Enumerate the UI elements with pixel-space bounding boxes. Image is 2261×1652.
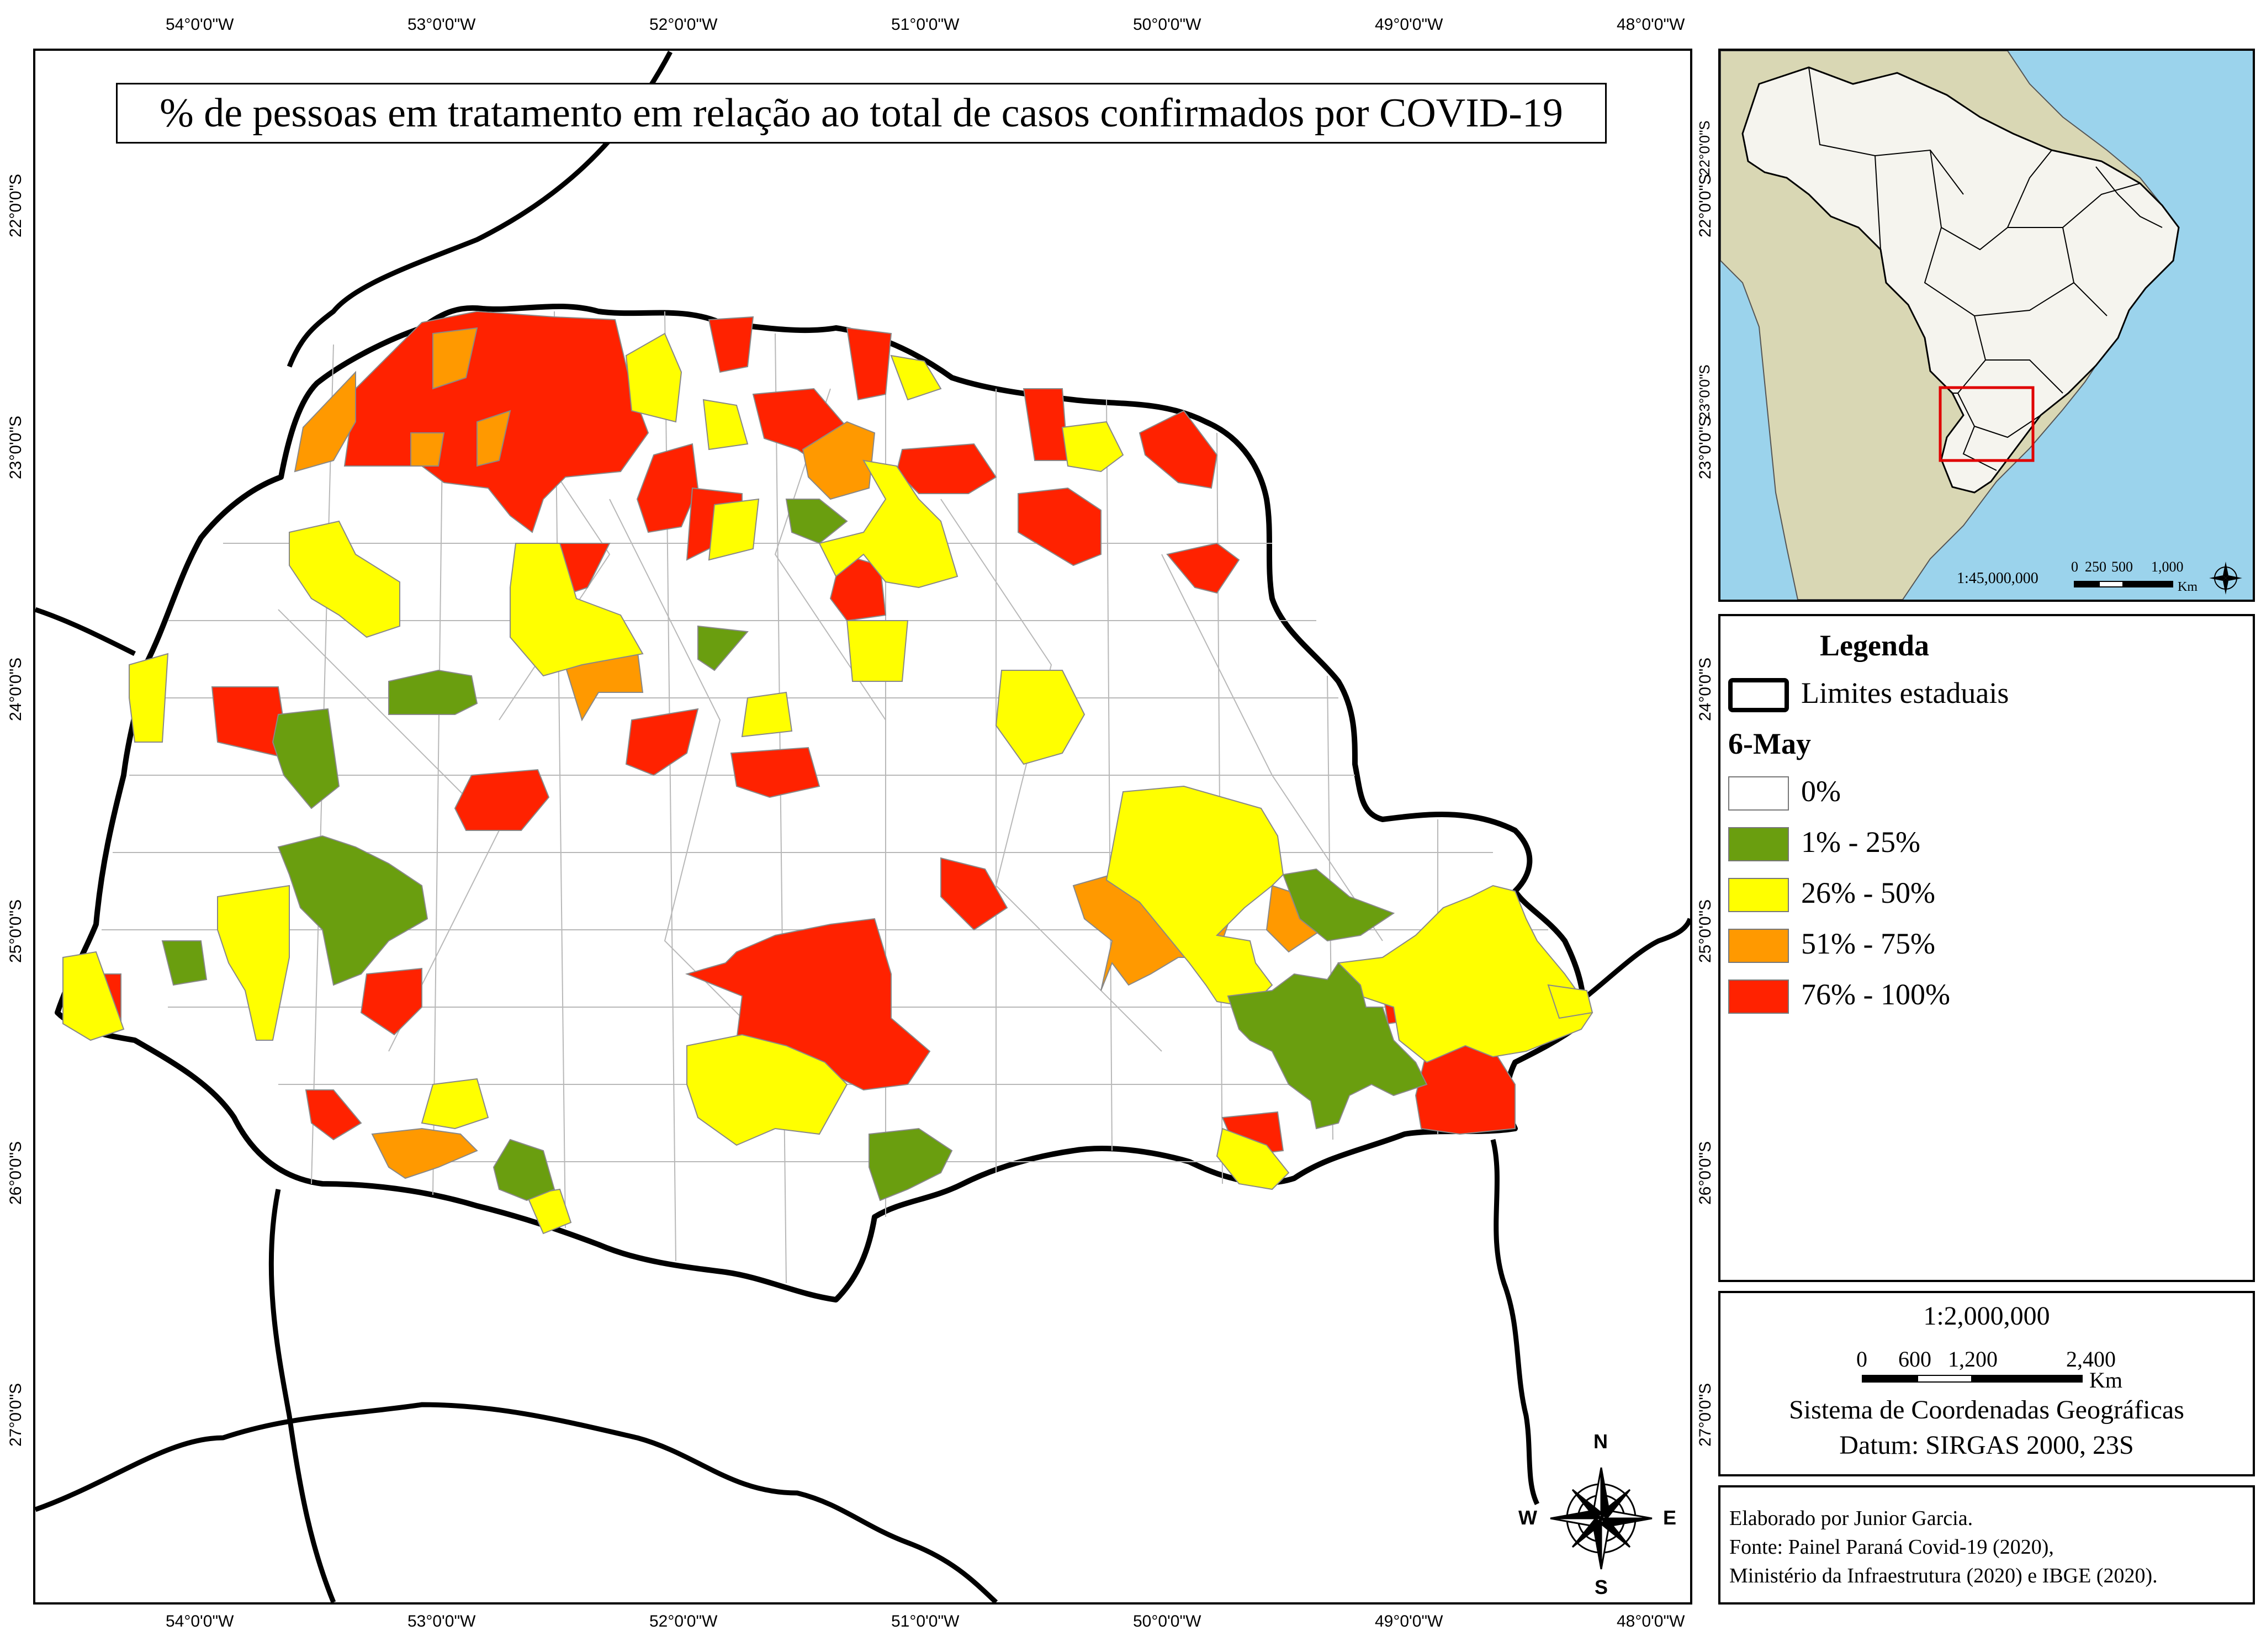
- lon-tick-top-7: 48°0'0"W: [1617, 15, 1685, 34]
- inset-scale-label-500: 500: [2111, 559, 2133, 575]
- scale-bar-label-1200: 1,200: [1948, 1347, 1998, 1372]
- legend-class-label-0: 0%: [1801, 775, 1841, 808]
- credits-box: Elaborado por Junior Garcia. Fonte: Pain…: [1718, 1485, 2255, 1605]
- east-label: E: [1663, 1506, 1677, 1529]
- credit-line2: Fonte: Painel Paraná Covid-19 (2020),: [1729, 1535, 2054, 1559]
- lat-tick-right-5: 26°0'0"S: [1696, 1141, 1714, 1205]
- municipality-patches: [62, 310, 1593, 1235]
- legend-title: Legenda: [1820, 629, 1930, 662]
- inset-scale-label-0: 0: [2071, 559, 2078, 575]
- south-label: S: [1595, 1576, 1608, 1598]
- lat-tick-left-5: 26°0'0"S: [7, 1141, 25, 1205]
- lon-tick-bottom-5: 50°0'0"W: [1133, 1612, 1201, 1630]
- inset-lat-tick-1: 22°0'0"S: [1696, 120, 1713, 176]
- west-label: W: [1518, 1506, 1537, 1529]
- inset-compass-icon: [2209, 562, 2242, 595]
- parana-locator-box: [1939, 386, 2035, 462]
- legend-class-label-2: 26% - 50%: [1801, 876, 1935, 909]
- lon-tick-bottom-6: 49°0'0"W: [1375, 1612, 1443, 1630]
- lat-tick-left-1: 22°0'0"S: [7, 173, 25, 237]
- lon-tick-top-5: 50°0'0"W: [1133, 15, 1201, 34]
- crs-line2: Datum: SIRGAS 2000, 23S: [1839, 1431, 2134, 1460]
- lon-tick-top-3: 52°0'0"W: [649, 15, 718, 34]
- inset-scale-label-250: 250: [2085, 559, 2106, 575]
- lat-tick-right-2: 23°0'0"S: [1696, 415, 1714, 479]
- legend-swatch-2: [1728, 878, 1789, 912]
- credit-line3: Ministério da Infraestrutura (2020) e IB…: [1729, 1564, 2158, 1587]
- legend-class-label-1: 1% - 25%: [1801, 825, 1920, 859]
- lat-tick-right-3: 24°0'0"S: [1696, 657, 1714, 721]
- inset-scale-unit: Km: [2178, 580, 2198, 594]
- map-title: % de pessoas em tratamento em relação ao…: [116, 83, 1607, 144]
- scale-bar-label-0: 0: [1856, 1347, 1867, 1372]
- north-label: N: [1593, 1430, 1608, 1453]
- main-map: [35, 51, 1690, 1602]
- lon-tick-bottom-7: 48°0'0"W: [1617, 1612, 1685, 1630]
- legend-boundary-swatch: [1728, 678, 1789, 712]
- lon-tick-bottom-2: 53°0'0"W: [407, 1612, 476, 1630]
- inset-map: [1720, 51, 2180, 600]
- lon-tick-top-1: 54°0'0"W: [166, 15, 234, 34]
- scale-box: 1:2,000,000 0 600 1,200 2,400 Km Sistema…: [1718, 1291, 2255, 1476]
- inset-map-frame: 1:45,000,000 0 250 500 1,000 Km: [1718, 49, 2255, 602]
- legend-date-label: 6-May: [1728, 727, 1811, 760]
- inset-scale-text: 1:45,000,000: [1957, 570, 2038, 587]
- legend-box: Legenda Limites estaduais 6-May 0% 1% - …: [1718, 614, 2255, 1282]
- lon-tick-bottom-4: 51°0'0"W: [891, 1612, 960, 1630]
- lat-tick-right-4: 25°0'0"S: [1696, 899, 1714, 963]
- scale-bar: [1862, 1375, 2083, 1384]
- boundary-west-upper: [35, 607, 136, 656]
- inset-scale-label-1000: 1,000: [2151, 559, 2184, 575]
- scale-ratio: 1:2,000,000: [1923, 1301, 2050, 1331]
- inset-scale-bar: [2074, 581, 2173, 589]
- legend-swatch-1: [1728, 827, 1789, 861]
- north-arrow: N S E W: [1518, 1430, 1678, 1601]
- compass-rose-icon: [1550, 1467, 1653, 1570]
- lat-tick-left-6: 27°0'0"S: [7, 1383, 25, 1447]
- crs-line1: Sistema de Coordenadas Geográficas: [1789, 1395, 2184, 1425]
- lon-tick-top-2: 53°0'0"W: [407, 15, 476, 34]
- legend-boundary-label: Limites estaduais: [1801, 676, 2009, 709]
- scale-bar-label-2400: 2,400: [2066, 1347, 2116, 1372]
- inset-lat-tick-2: 23°0'0"S: [1696, 364, 1713, 420]
- lat-tick-left-2: 23°0'0"S: [7, 415, 25, 479]
- legend-class-label-3: 51% - 75%: [1801, 927, 1935, 960]
- boundary-coast-south: [1490, 1139, 1540, 1506]
- lon-tick-bottom-1: 54°0'0"W: [166, 1612, 234, 1630]
- main-map-frame: [33, 49, 1692, 1605]
- legend-swatch-3: [1728, 929, 1789, 963]
- lat-tick-right-1: 22°0'0"S: [1696, 173, 1714, 237]
- scale-bar-label-600: 600: [1898, 1347, 1931, 1372]
- lat-tick-left-4: 25°0'0"S: [7, 899, 25, 963]
- boundary-south-west: [268, 1189, 336, 1602]
- legend-swatch-0: [1728, 776, 1789, 811]
- lon-tick-top-6: 49°0'0"W: [1375, 15, 1443, 34]
- boundary-north: [287, 51, 673, 368]
- boundary-south: [35, 1402, 998, 1602]
- neighbor-state-boundaries: [35, 51, 1690, 1602]
- boundary-coast-north: [1585, 918, 1690, 998]
- lat-tick-right-6: 27°0'0"S: [1696, 1383, 1714, 1447]
- legend-swatch-4: [1728, 979, 1789, 1014]
- legend-class-label-4: 76% - 100%: [1801, 978, 1950, 1011]
- lon-tick-bottom-3: 52°0'0"W: [649, 1612, 718, 1630]
- lon-tick-top-4: 51°0'0"W: [891, 15, 960, 34]
- lat-tick-left-3: 24°0'0"S: [7, 657, 25, 721]
- credit-line1: Elaborado por Junior Garcia.: [1729, 1507, 1973, 1530]
- scale-unit: Km: [2089, 1368, 2122, 1392]
